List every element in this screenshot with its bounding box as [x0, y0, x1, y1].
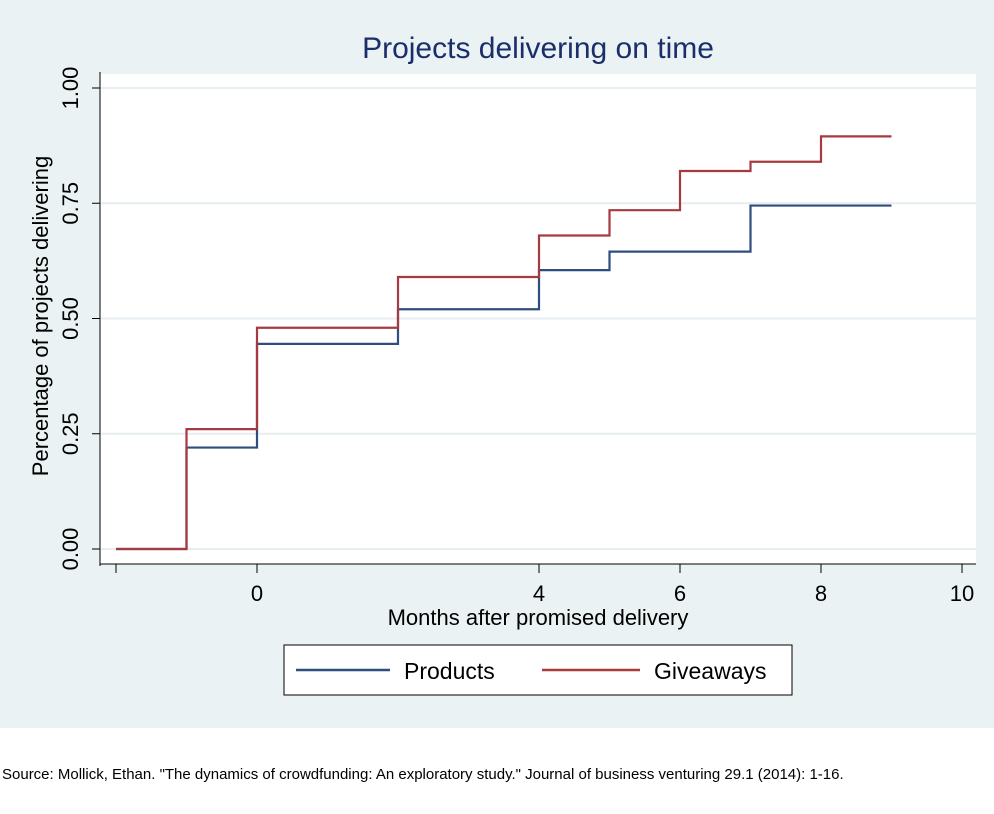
y-tick-label: 0.50: [58, 297, 83, 340]
series-lines: [116, 135, 892, 551]
legend-label-products: Products: [404, 658, 495, 684]
series-line-giveaways: [116, 135, 892, 551]
legend: Products Giveaways: [283, 644, 793, 696]
x-tick-label: 6: [674, 581, 686, 606]
y-tick-label: 0.00: [58, 528, 83, 571]
y-tick-label: 0.25: [58, 412, 83, 455]
series-line-products: [116, 204, 892, 551]
x-axis: 0 4 6 8 10: [100, 563, 976, 606]
source-note: Source: Mollick, Ethan. "The dynamics of…: [2, 766, 844, 783]
y-axis-title: Percentage of projects delivering: [28, 156, 53, 476]
legend-label-giveaways: Giveaways: [654, 658, 766, 684]
x-tick-label: 0: [251, 581, 263, 606]
x-axis-title: Months after promised delivery: [388, 605, 689, 630]
x-tick-label: 4: [533, 581, 545, 606]
x-tick-label: 8: [815, 581, 827, 606]
y-tick-label: 0.75: [58, 182, 83, 225]
x-tick-label: 10: [950, 581, 974, 606]
line-chart: 0.00 0.25 0.50 0.75 1.00 0 4 6 8 10 Projects del…: [28, 32, 976, 696]
y-tick-label: 1.00: [58, 67, 83, 110]
y-axis: 0.00 0.25 0.50 0.75 1.00: [58, 67, 101, 571]
chart-title: Projects delivering on time: [362, 32, 714, 65]
grid-lines: [101, 87, 976, 550]
